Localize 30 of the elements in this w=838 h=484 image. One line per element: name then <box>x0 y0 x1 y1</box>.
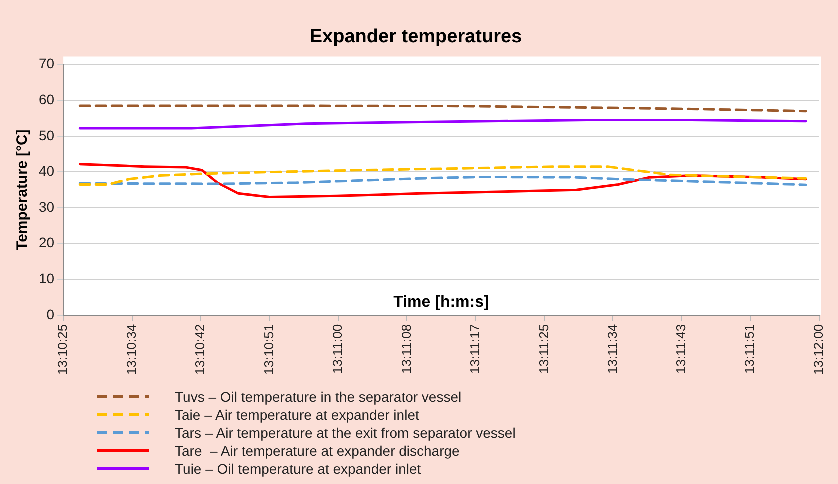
x-tick-label: 13:11:43 <box>674 324 688 374</box>
x-tick-label: 13:11:25 <box>536 324 552 374</box>
chart-title: Expander temperatures <box>310 26 522 48</box>
x-tick-label: 13:12:00 <box>810 324 826 376</box>
x-tick-label: 13:11:08 <box>398 324 414 374</box>
y-axis-title: Temperature [°C] <box>14 130 32 250</box>
legend-label: Tare – Air temperature at expander discharge <box>175 443 460 459</box>
y-tick-label: 60 <box>38 91 55 108</box>
line-series <box>78 176 808 186</box>
legend-label: Tuie – Oil temperature at expander inlet <box>175 461 422 477</box>
x-tick-label: 13:11:51 <box>742 324 758 374</box>
x-tick-label: 13:10:25 <box>55 324 70 376</box>
y-tick-label: 30 <box>38 198 55 215</box>
y-tick-label: 40 <box>38 163 55 180</box>
y-tick-label: 10 <box>38 270 55 286</box>
y-tick-label: 0 <box>46 306 55 322</box>
y-tick-label: 70 <box>38 56 55 72</box>
legend-label: Taie – Air temperature at expander inlet <box>175 407 420 423</box>
x-tick-label: 13:11:00 <box>330 324 346 374</box>
legend-label: Tuvs – Oil temperature in the separator vessel <box>175 389 462 405</box>
x-tick-label: 13:10:51 <box>261 324 276 376</box>
x-tick-label: 13:10:42 <box>192 324 208 376</box>
line-series <box>78 166 808 186</box>
legend-label: Tars – Air temperature at the exit from separator vessel <box>175 425 516 441</box>
x-tick-label: 13:11:17 <box>468 324 483 374</box>
y-tick-label: 20 <box>38 234 55 251</box>
x-axis-title: Time [h:m:s] <box>394 294 490 311</box>
x-tick-label: 13:10:34 <box>124 324 139 376</box>
y-tick-label: 50 <box>38 127 55 144</box>
x-tick-label: 13:11:34 <box>604 324 620 374</box>
